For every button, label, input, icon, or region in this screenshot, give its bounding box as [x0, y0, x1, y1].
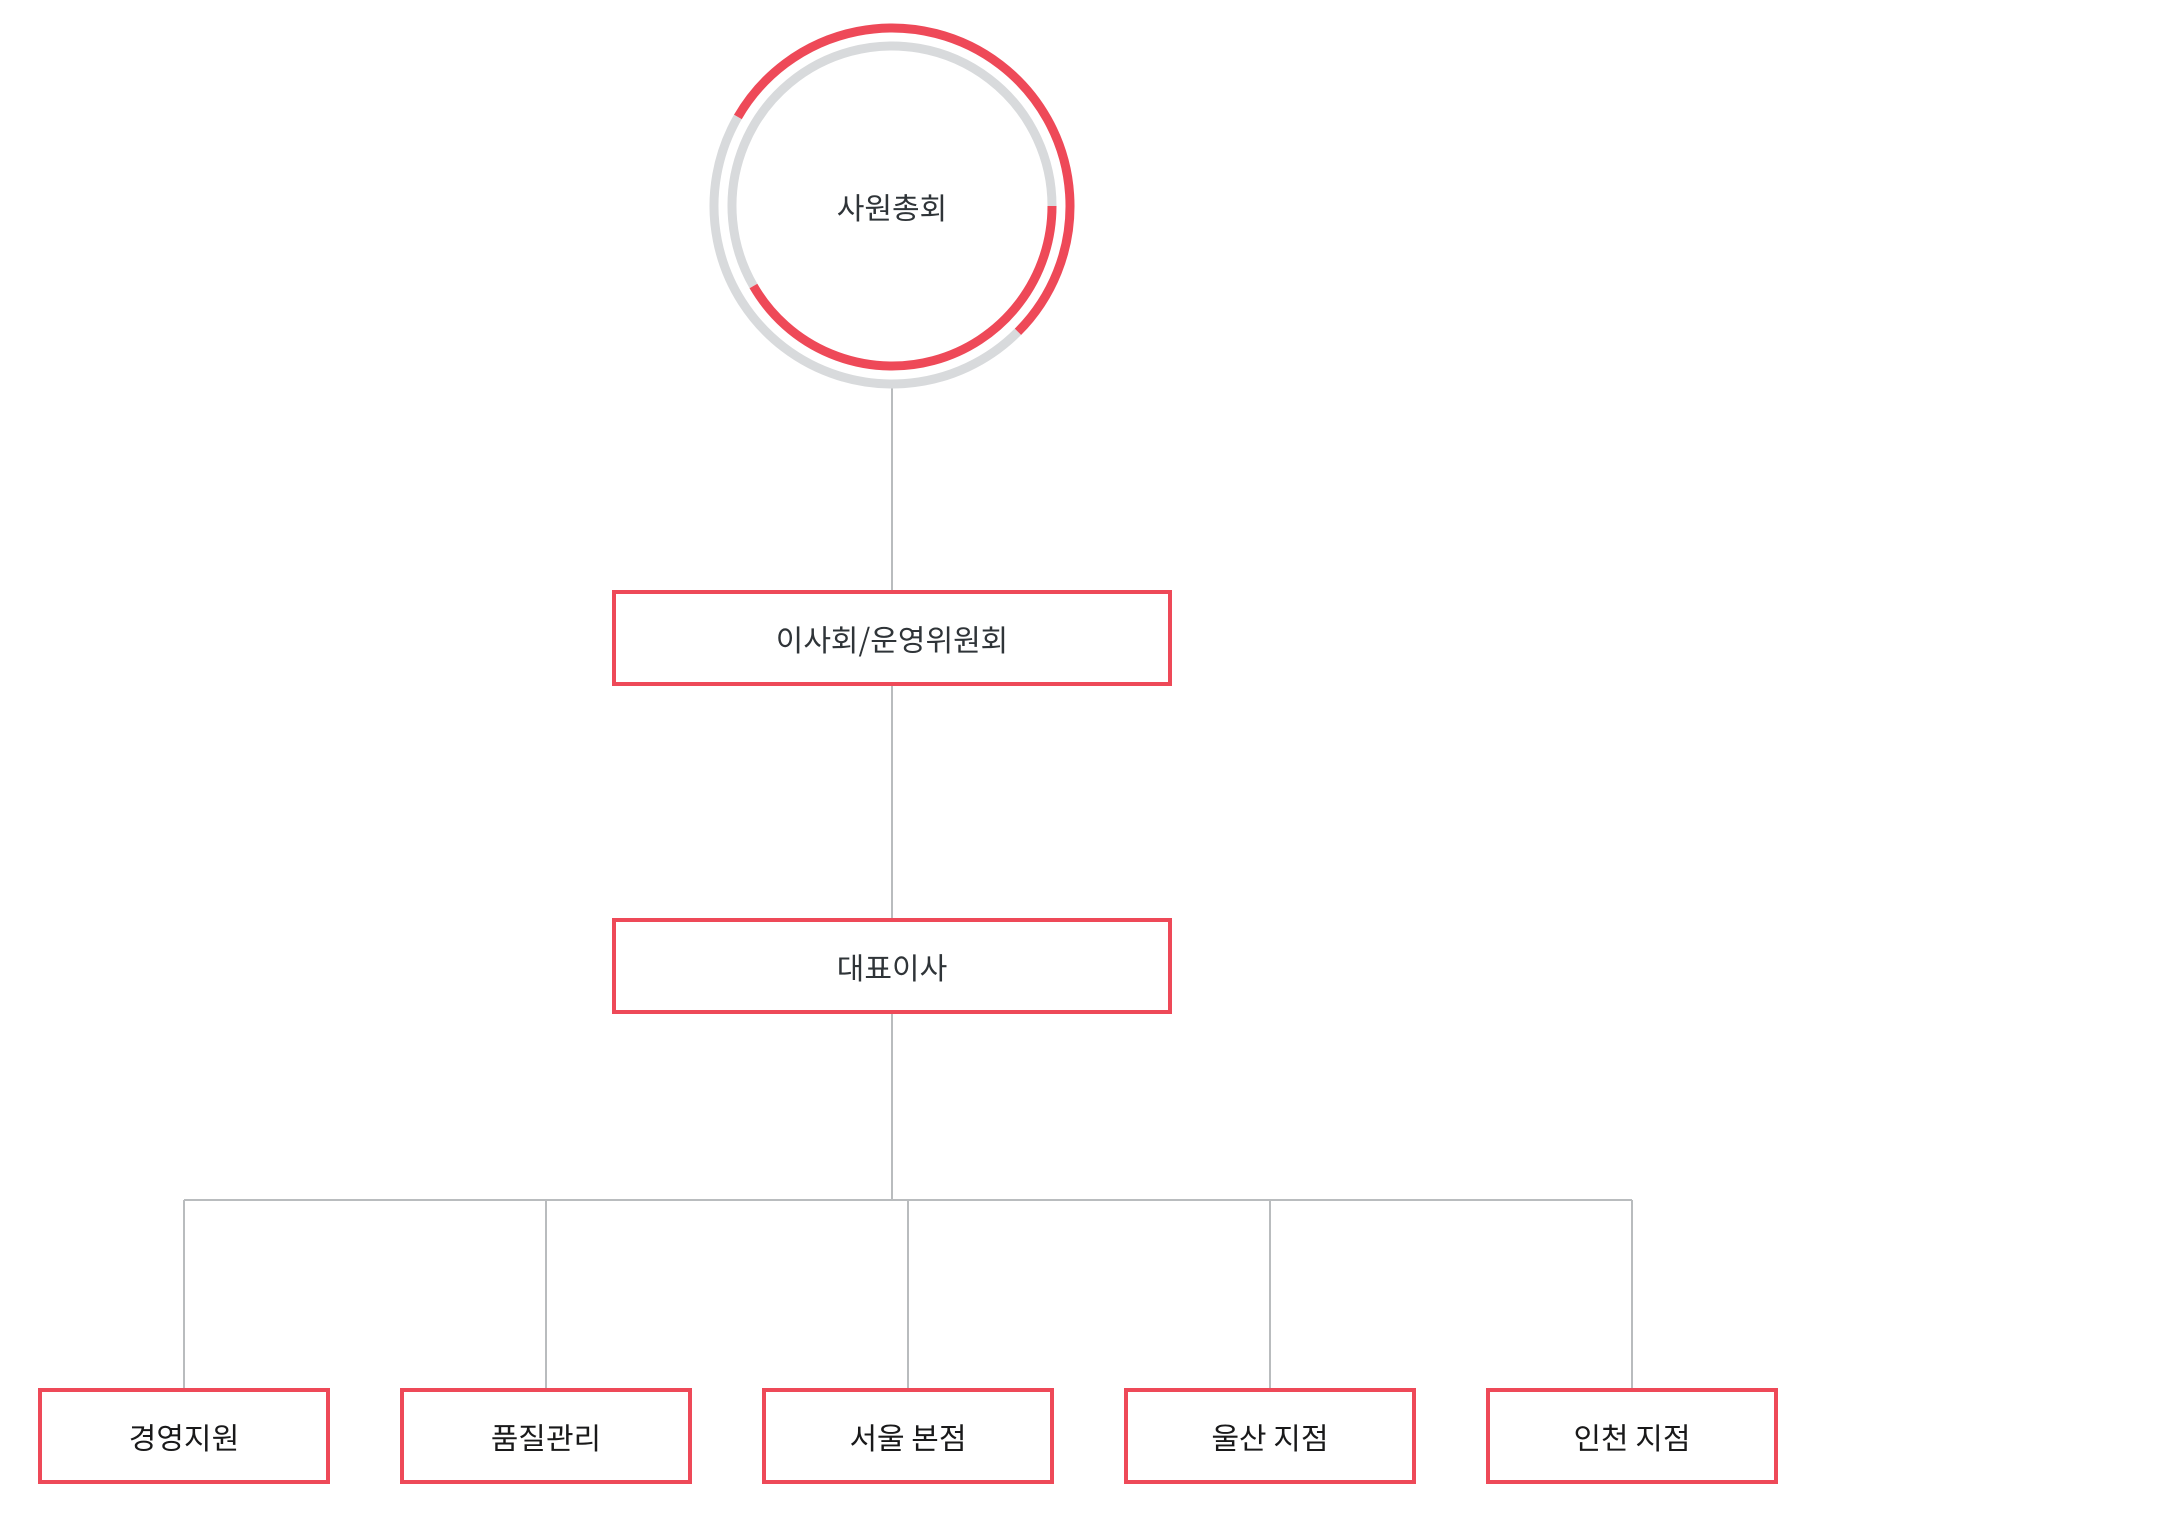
org-chart-canvas: 사원총회이사회/운영위원회대표이사경영지원 품질관리 서울 본점 울산 지점 인천 지점 — [0, 0, 2184, 1535]
leaf-node-label: 인천 지점 — [1573, 1414, 1690, 1458]
leaf-node-label: 경영지원 — [129, 1414, 239, 1458]
org-chart-svg: 사원총회이사회/운영위원회대표이사경영지원 품질관리 서울 본점 울산 지점 인천 지점 — [0, 0, 2184, 1535]
leaf-node-label: 울산 지점 — [1211, 1414, 1328, 1458]
mid-node-board-label: 이사회/운영위원회 — [776, 616, 1009, 660]
leaf-node-label: 서울 본점 — [849, 1414, 966, 1458]
chart-bg — [0, 0, 2184, 1535]
mid-node-ceo-label: 대표이사 — [837, 944, 947, 988]
leaf-node-label: 품질관리 — [491, 1414, 601, 1458]
top-node-label: 사원총회 — [837, 184, 947, 228]
